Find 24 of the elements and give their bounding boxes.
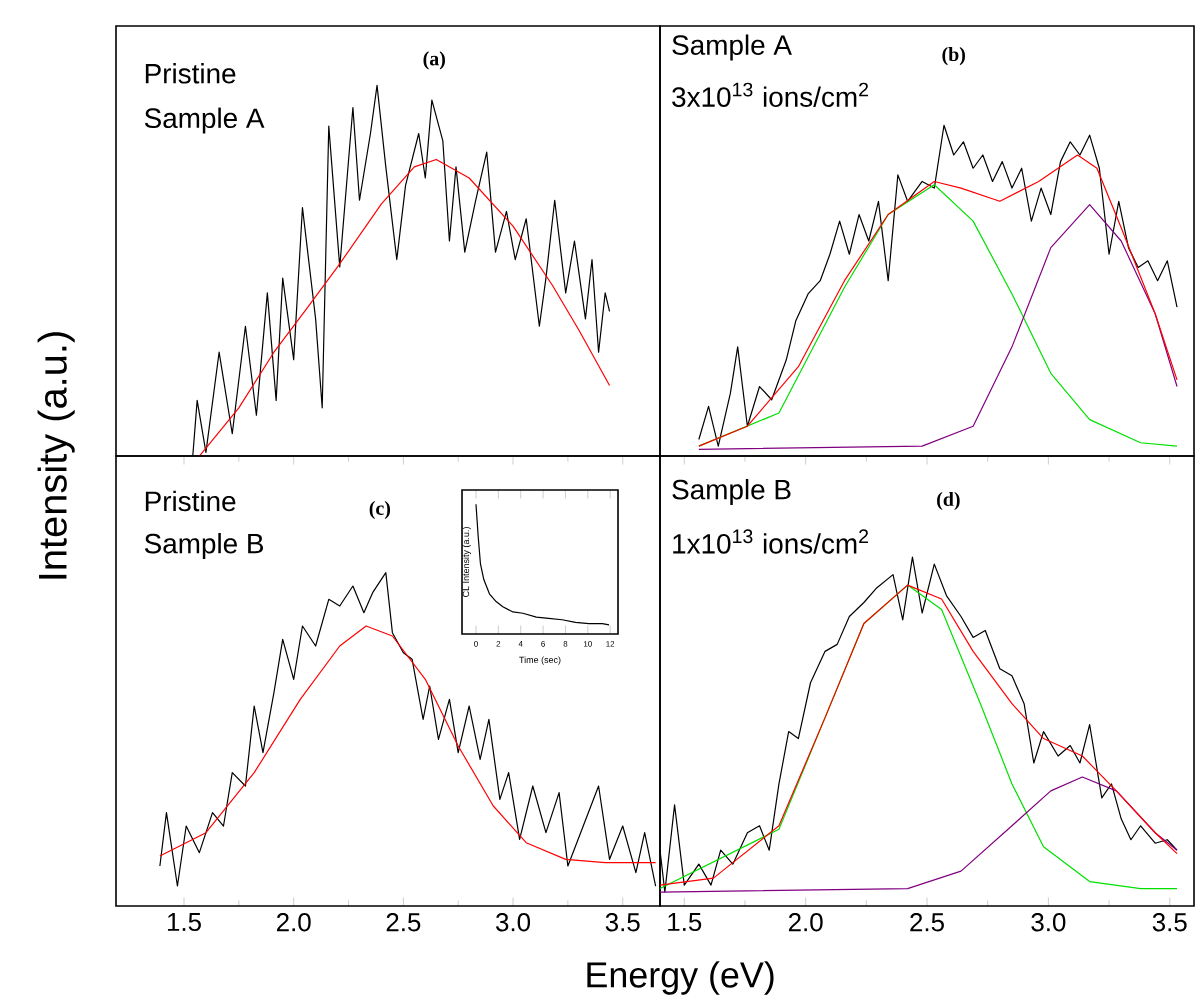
x-axis-title: Energy (eV) (587, 961, 774, 995)
x-tick-label: 3.0 (496, 913, 531, 932)
text: Pristine (145, 63, 236, 84)
x-tick-label: 2.5 (910, 913, 944, 932)
x-tick-label: 3.0 (1031, 913, 1066, 932)
text: Sample A (672, 34, 792, 61)
text: Pristine (145, 490, 236, 512)
x-tick-label: 3.5 (1152, 913, 1187, 932)
x-tick-label: 1.5 (668, 913, 702, 932)
y-axis-title: Intensity (a.u.) (37, 332, 75, 579)
text: 3x10$^{13}$ ions/cm$^{2}$ (672, 82, 869, 107)
x-tick-label: 2.0 (276, 913, 311, 932)
x-tick-label: 2.0 (788, 913, 823, 932)
text: (d) (937, 491, 960, 511)
x-tick-label: 3.5 (605, 913, 640, 932)
x-tick-label: 1.5 (167, 913, 201, 932)
annotation: Sample A (144, 107, 265, 134)
text: (c) (369, 500, 391, 520)
text: (a) (423, 51, 445, 70)
text: (b) (942, 47, 965, 66)
x-tick-label: 2.5 (386, 913, 421, 932)
text: Sample B (672, 479, 791, 505)
text: Sample B (144, 533, 264, 559)
text: 1x10$^{13}$ ions/cm$^{2}$ (673, 529, 869, 554)
